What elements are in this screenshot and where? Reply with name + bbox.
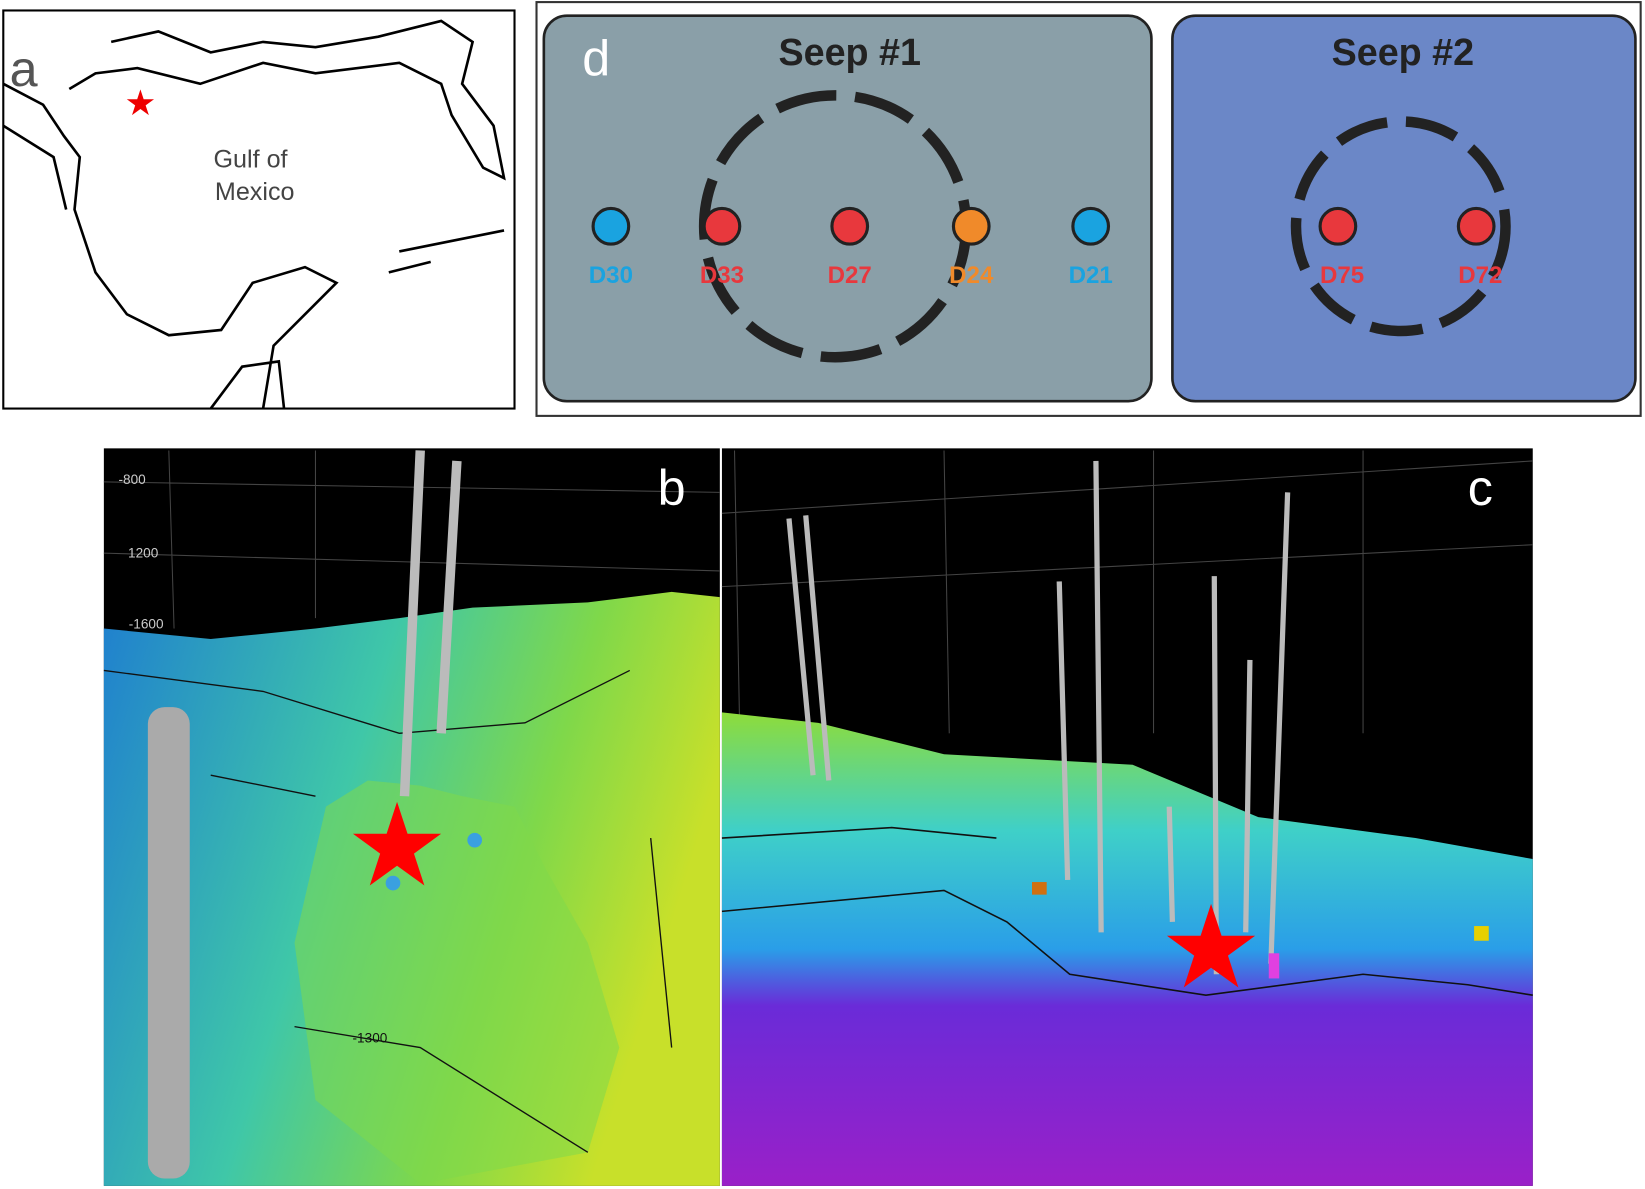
marker <box>467 832 483 848</box>
dive-site <box>591 206 631 246</box>
dive-site <box>702 206 742 246</box>
axis-grid <box>721 450 1533 734</box>
panel-a: a ★ Gulf of Mexico <box>2 9 516 410</box>
contour <box>721 826 1533 996</box>
coastline <box>2 19 506 410</box>
dive-label: D27 <box>828 262 872 289</box>
dive-label: D24 <box>949 262 994 289</box>
dive-label: D33 <box>700 262 744 289</box>
map-frame <box>2 9 516 410</box>
panel-label: c <box>1468 459 1493 516</box>
panel-label: a <box>10 40 38 97</box>
dive-label: D72 <box>1458 262 1502 289</box>
contour <box>103 669 673 1153</box>
mound <box>294 780 620 1184</box>
depth-label: -1600 <box>129 617 164 632</box>
depth-label: -800 <box>119 472 147 487</box>
dive-label: D75 <box>1320 262 1364 289</box>
place-label: Gulf of <box>214 146 289 174</box>
panel-label: d <box>582 29 610 86</box>
seep-title: Seep #1 <box>778 31 921 73</box>
dive-site <box>1071 206 1111 246</box>
depth-label: 1200 <box>128 545 159 560</box>
panel-b: ★ -800 1200 -1600 -1300 b <box>103 448 720 1186</box>
bubble-plume <box>399 450 462 797</box>
axis-grid <box>103 450 720 629</box>
dive-site <box>830 206 870 246</box>
dive-label: D21 <box>1069 262 1113 289</box>
dive-site <box>1456 206 1496 246</box>
marker <box>385 875 401 891</box>
bubble-plume <box>786 460 1291 975</box>
marker <box>1474 926 1489 941</box>
site-star: ★ <box>125 83 157 123</box>
depth-label: -1300 <box>353 1030 388 1045</box>
dive-site <box>951 206 991 246</box>
site-star: ★ <box>1160 884 1263 1012</box>
seep-title: Seep #2 <box>1332 31 1475 73</box>
seep-boundary <box>1290 116 1511 337</box>
panel-label: b <box>658 459 686 516</box>
panel-c: ★ c <box>721 448 1533 1186</box>
place-label: Mexico <box>215 178 295 206</box>
dive-label: D30 <box>589 262 633 289</box>
marker <box>1032 882 1047 895</box>
dive-site <box>1318 206 1358 246</box>
panel-d: d Seep #1 Seep #2 D30 D33 D27 D24 D21 D75 D72 <box>535 1 1642 417</box>
seep-box <box>1171 14 1637 403</box>
marker <box>1268 953 1280 979</box>
bubble-plume <box>147 707 190 1179</box>
site-star: ★ <box>346 782 449 910</box>
